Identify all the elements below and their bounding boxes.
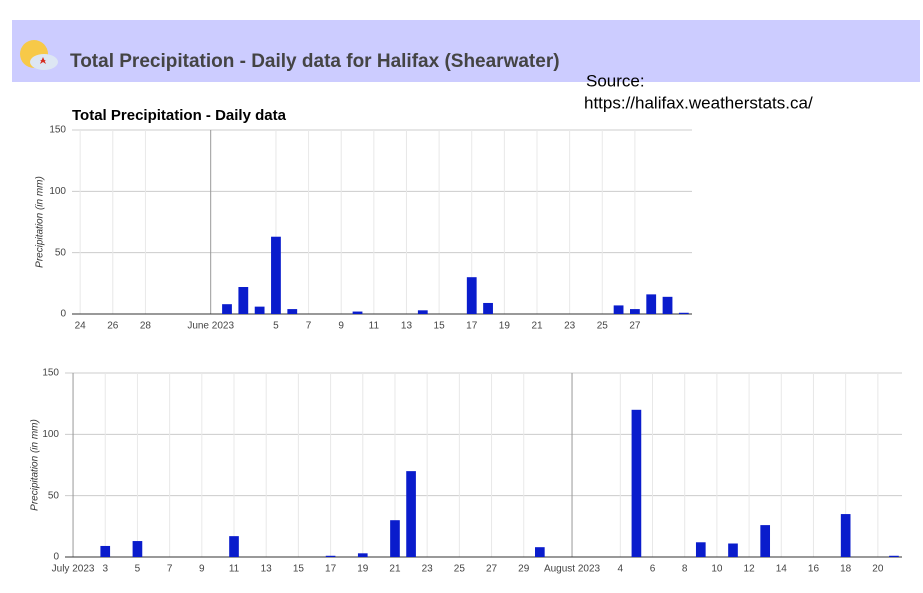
x-tick-label: 14 — [776, 564, 788, 575]
x-tick-label: 25 — [454, 564, 466, 575]
x-tick-label: 24 — [75, 321, 87, 332]
x-tick-label: 20 — [872, 564, 884, 575]
bar — [840, 514, 851, 557]
bar — [271, 236, 281, 314]
x-tick-label: 3 — [102, 564, 108, 575]
page-title: Total Precipitation - Daily data for Hal… — [70, 51, 560, 72]
x-tick-label: 18 — [840, 564, 852, 575]
bar — [287, 309, 298, 314]
bar — [254, 306, 265, 314]
bar — [678, 312, 689, 314]
bar — [100, 545, 111, 557]
x-tick-label: 11 — [229, 564, 240, 575]
x-tick-label: 9 — [199, 564, 205, 575]
x-tick-label: 21 — [531, 321, 543, 332]
x-tick-label: 4 — [618, 564, 624, 575]
x-tick-label: 21 — [389, 564, 401, 575]
y-tick-label: 100 — [49, 186, 66, 197]
bar — [760, 525, 771, 557]
source-label: Source: — [586, 71, 645, 90]
bar — [466, 277, 477, 314]
bar — [630, 309, 640, 314]
bar — [325, 555, 336, 557]
x-tick-label: 27 — [486, 564, 498, 575]
x-tick-label: June 2023 — [187, 321, 234, 332]
logo — [20, 40, 58, 70]
bar — [390, 520, 400, 557]
bar — [238, 287, 249, 314]
y-tick-label: 0 — [53, 552, 59, 563]
x-tick-label: 16 — [808, 564, 820, 575]
x-tick-label: 13 — [261, 564, 273, 575]
y-tick-label: 50 — [55, 247, 67, 258]
bar — [406, 471, 416, 557]
x-tick-label: 7 — [306, 321, 312, 332]
x-tick-label: 17 — [466, 321, 478, 332]
x-tick-label: 25 — [597, 321, 609, 332]
x-tick-label: 7 — [167, 564, 173, 575]
bar — [631, 409, 642, 557]
x-tick-label: 15 — [293, 564, 305, 575]
bar — [695, 542, 706, 557]
bar — [352, 311, 363, 314]
y-tick-label: 150 — [49, 125, 66, 136]
x-tick-label: 11 — [369, 321, 380, 332]
x-tick-label: August 2023 — [544, 564, 601, 575]
x-tick-label: 5 — [273, 321, 279, 332]
x-tick-label: July 2023 — [52, 564, 95, 575]
bar — [646, 294, 657, 314]
x-tick-label: 9 — [338, 321, 344, 332]
x-tick-label: 26 — [107, 321, 119, 332]
chart-title: Total Precipitation - Daily data — [72, 107, 287, 124]
x-tick-label: 15 — [434, 321, 446, 332]
x-tick-label: 27 — [629, 321, 641, 332]
x-tick-label: 29 — [518, 564, 530, 575]
bar — [222, 304, 232, 314]
x-tick-label: 8 — [682, 564, 688, 575]
bar — [662, 296, 673, 314]
bar — [728, 543, 738, 557]
x-tick-label: 19 — [499, 321, 511, 332]
bar — [889, 555, 899, 557]
y-tick-label: 100 — [42, 429, 59, 440]
bar — [132, 541, 143, 557]
x-tick-label: 23 — [564, 321, 576, 332]
x-tick-label: 6 — [650, 564, 656, 575]
x-tick-label: 10 — [711, 564, 723, 575]
bar — [483, 302, 493, 314]
bar — [613, 305, 624, 314]
bar — [535, 547, 545, 557]
y-tick-label: 0 — [60, 309, 66, 320]
bar — [229, 536, 239, 557]
x-tick-label: 17 — [325, 564, 337, 575]
y-axis-label: Precipitation (in mm) — [35, 176, 46, 268]
source-url: https://halifax.weatherstats.ca/ — [584, 93, 813, 112]
x-tick-label: 28 — [140, 321, 152, 332]
y-tick-label: 50 — [48, 490, 60, 501]
bar — [357, 553, 368, 557]
x-tick-label: 23 — [422, 564, 434, 575]
x-tick-label: 13 — [401, 321, 413, 332]
x-tick-label: 12 — [744, 564, 756, 575]
x-tick-label: 19 — [357, 564, 369, 575]
header-band — [12, 20, 920, 82]
x-tick-label: 5 — [135, 564, 141, 575]
bar — [417, 310, 428, 314]
y-tick-label: 150 — [42, 368, 59, 379]
y-axis-label: Precipitation (in mm) — [30, 419, 41, 511]
